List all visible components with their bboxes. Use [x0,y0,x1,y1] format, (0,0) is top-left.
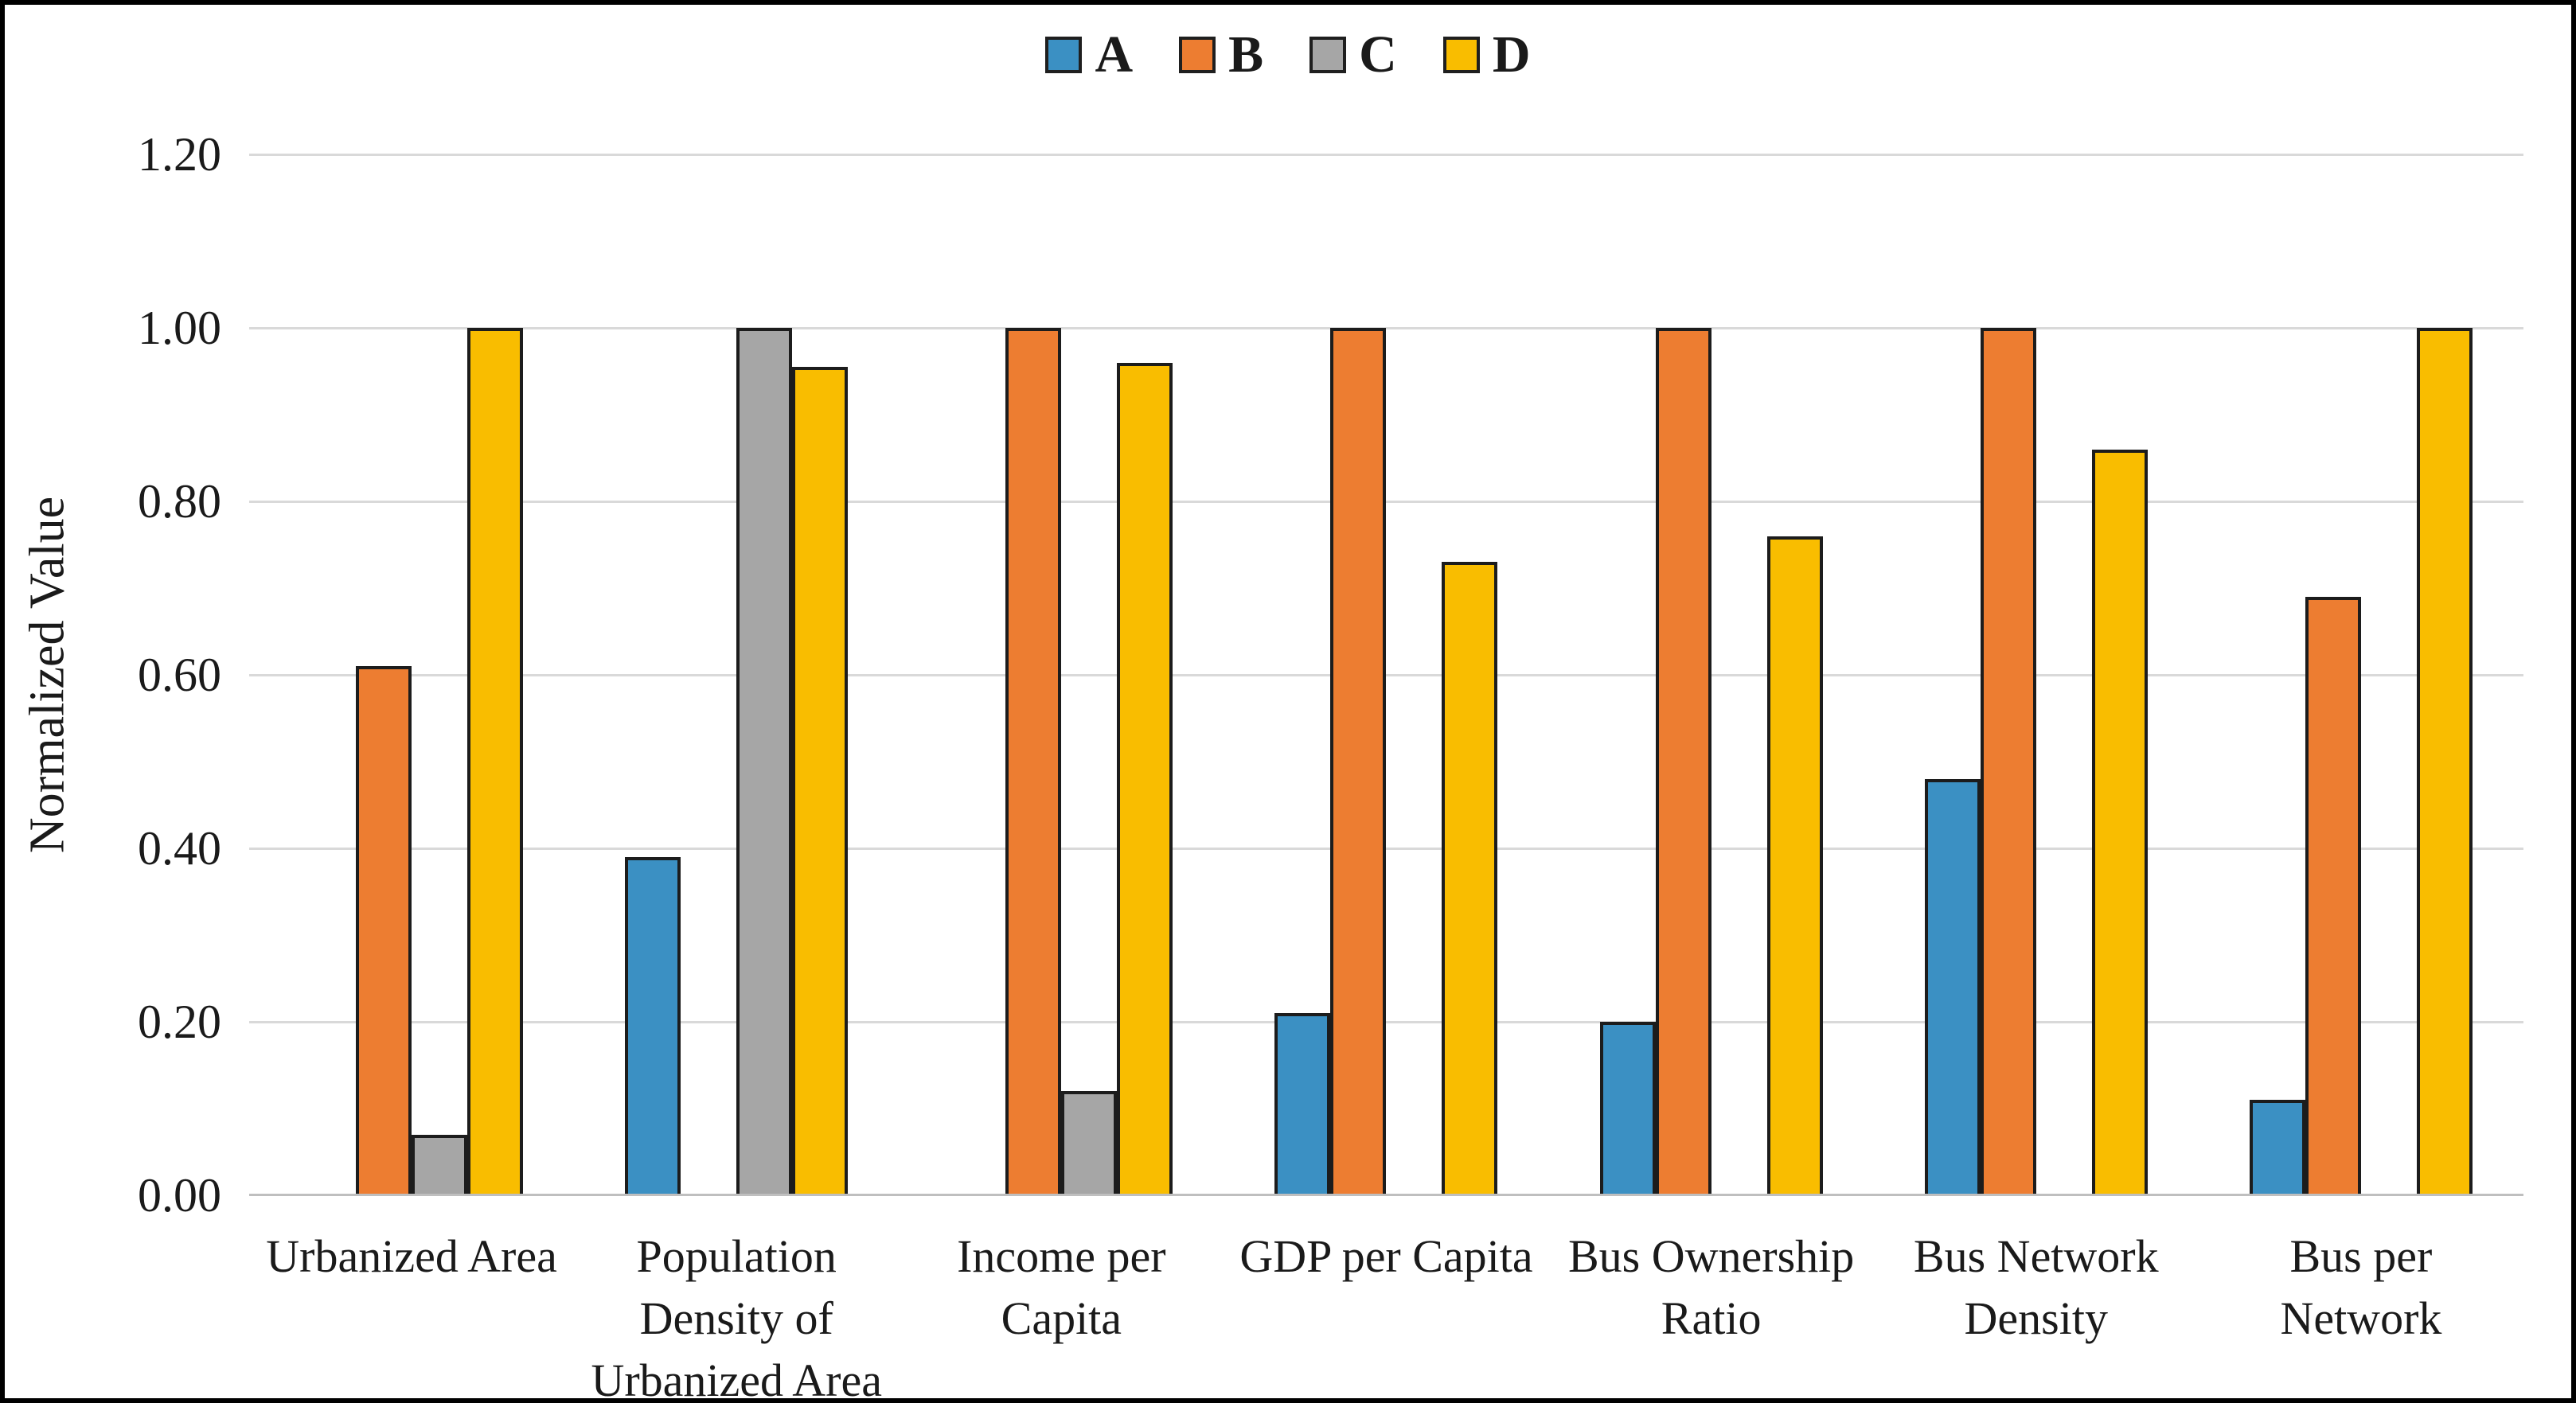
bar-slot-d-population-density-of-urbanized-area [792,154,849,1195]
y-tick-label: 1.20 [138,128,221,181]
bar-b-income-per-capita [1005,328,1062,1195]
bar-slot-c-gdp-per-capita [1386,154,1442,1195]
bar-d-bus-network-density [2091,450,2148,1195]
bar-slot-a-urbanized-area [300,154,356,1195]
bar-group-income-per-capita [899,154,1224,1195]
bar-d-urbanized-area [467,328,524,1195]
bar-d-income-per-capita [1117,363,1173,1195]
bar-slot-d-gdp-per-capita [1442,154,1498,1195]
bar-slot-a-bus-network-density [1924,154,1981,1195]
bar-slot-a-gdp-per-capita [1274,154,1331,1195]
bar-slot-a-bus-per-network [2249,154,2305,1195]
x-label-urbanized-area: Urbanized Area [266,1230,557,1282]
bar-c-population-density-of-urbanized-area [736,328,793,1195]
plot-area [249,154,2523,1196]
gridline [249,674,2523,676]
bar-slot-d-bus-ownership-ratio [1766,154,1823,1195]
bar-d-gdp-per-capita [1442,562,1498,1195]
bar-b-urbanized-area [356,666,412,1195]
bar-groups [249,154,2523,1195]
bar-slot-b-bus-network-density [1980,154,2036,1195]
legend-label: A [1095,25,1134,84]
bar-b-bus-per-network [2305,597,2361,1195]
bar-a-bus-ownership-ratio [1599,1022,1656,1195]
bar-group-bus-network-density [1874,154,2199,1195]
bar-a-bus-network-density [1924,779,1981,1195]
legend-item-b: B [1179,29,1263,81]
bar-slot-b-population-density-of-urbanized-area [681,154,736,1195]
bar-slot-b-income-per-capita [1005,154,1062,1195]
bar-slot-c-income-per-capita [1061,154,1118,1195]
y-tick-label: 0.20 [138,996,221,1048]
bar-a-population-density-of-urbanized-area [625,857,681,1195]
y-tick-label: 0.60 [138,649,221,701]
x-label-bus-per-network: Bus per Network [2280,1230,2442,1344]
bar-slot-b-gdp-per-capita [1330,154,1387,1195]
legend-item-a: A [1045,29,1133,81]
bar-b-gdp-per-capita [1330,328,1387,1195]
x-axis-line [249,1194,2523,1196]
bar-group-bus-ownership-ratio [1549,154,1874,1195]
bar-slot-a-population-density-of-urbanized-area [625,154,681,1195]
bar-slot-d-urbanized-area [467,154,524,1195]
bar-group-gdp-per-capita [1224,154,1548,1195]
x-axis-category-labels: Urbanized Area Population Density of Urba… [249,1226,2523,1403]
bar-group-urbanized-area [249,154,574,1195]
gridline [249,501,2523,503]
gridline [249,848,2523,850]
x-label-population-density-of-urbanized-area: Population Density of Urbanized Area [591,1230,882,1403]
bar-slot-b-bus-ownership-ratio [1655,154,1711,1195]
bar-group-bus-per-network [2199,154,2523,1195]
x-label-bus-ownership-ratio: Bus Ownership Ratio [1567,1230,1855,1344]
bar-a-gdp-per-capita [1274,1013,1331,1195]
bar-slot-c-urbanized-area [412,154,468,1195]
x-label-bus-network-density: Bus Network Density [1913,1230,2159,1344]
gridline [249,327,2523,329]
gridline [249,154,2523,156]
bar-c-income-per-capita [1061,1091,1118,1195]
bar-slot-c-bus-network-density [2036,154,2092,1195]
legend-item-c: C [1309,29,1397,81]
legend-swatch-c [1309,37,1347,73]
bar-slot-b-urbanized-area [356,154,412,1195]
x-label-income-per-capita: Income per Capita [957,1230,1166,1344]
bar-slot-b-bus-per-network [2305,154,2361,1195]
bar-c-urbanized-area [412,1135,468,1195]
legend-label: C [1359,25,1397,84]
legend-label: B [1228,25,1264,84]
legend-swatch-a [1045,37,1083,73]
gridline [249,1021,2523,1023]
bar-slot-c-bus-ownership-ratio [1711,154,1767,1195]
bar-d-bus-per-network [2416,328,2473,1195]
legend-label: D [1492,25,1531,84]
legend-item-d: D [1442,25,1531,84]
bar-d-population-density-of-urbanized-area [792,367,849,1195]
bar-slot-c-bus-per-network [2361,154,2417,1195]
y-tick-label: 0.00 [138,1169,221,1222]
bar-d-bus-ownership-ratio [1766,536,1823,1195]
y-tick-label: 1.00 [138,302,221,354]
x-label-gdp-per-capita: GDP per Capita [1239,1230,1533,1282]
legend-swatch-b [1179,37,1216,73]
y-tick-label: 0.80 [138,475,221,528]
bar-b-bus-ownership-ratio [1655,328,1711,1195]
bar-b-bus-network-density [1980,328,2036,1195]
bar-group-population-density-of-urbanized-area [574,154,899,1195]
bar-slot-c-population-density-of-urbanized-area [736,154,793,1195]
bar-slot-d-bus-network-density [2091,154,2148,1195]
legend-swatch-d [1442,37,1480,73]
bar-slot-a-income-per-capita [950,154,1005,1195]
y-tick-label: 0.40 [138,822,221,875]
bar-a-bus-per-network [2249,1100,2305,1195]
bar-slot-d-income-per-capita [1117,154,1173,1195]
bar-slot-d-bus-per-network [2416,154,2473,1195]
bar-slot-a-bus-ownership-ratio [1599,154,1656,1195]
